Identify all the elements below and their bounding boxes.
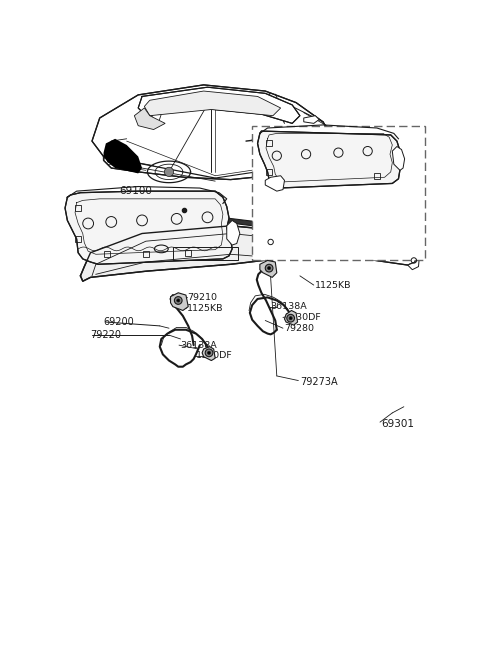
Polygon shape bbox=[267, 230, 415, 265]
Circle shape bbox=[287, 314, 295, 322]
Ellipse shape bbox=[351, 244, 369, 252]
Bar bbox=[266, 140, 272, 146]
Circle shape bbox=[164, 167, 174, 176]
Text: 1130DF: 1130DF bbox=[196, 352, 233, 360]
Bar bbox=[143, 251, 149, 257]
Bar bbox=[374, 173, 380, 179]
Bar bbox=[75, 205, 81, 211]
Text: 1130DF: 1130DF bbox=[285, 313, 321, 322]
Polygon shape bbox=[285, 310, 298, 325]
Text: 69100: 69100 bbox=[119, 186, 152, 196]
Bar bbox=[104, 251, 110, 257]
Text: 1125KB: 1125KB bbox=[187, 304, 223, 313]
Text: 69200: 69200 bbox=[104, 317, 134, 327]
Circle shape bbox=[177, 299, 180, 302]
Circle shape bbox=[207, 352, 211, 354]
Circle shape bbox=[267, 266, 271, 270]
Polygon shape bbox=[258, 131, 400, 188]
Bar bbox=[185, 250, 192, 256]
Polygon shape bbox=[92, 85, 335, 180]
Polygon shape bbox=[81, 226, 300, 281]
Polygon shape bbox=[304, 115, 319, 123]
Polygon shape bbox=[104, 139, 142, 173]
Text: 79220: 79220 bbox=[90, 330, 121, 340]
Polygon shape bbox=[134, 108, 165, 129]
Polygon shape bbox=[202, 346, 215, 361]
Bar bbox=[75, 236, 81, 242]
Text: 79210: 79210 bbox=[187, 293, 216, 302]
Circle shape bbox=[289, 317, 292, 319]
Circle shape bbox=[174, 297, 182, 304]
Text: 79273A: 79273A bbox=[300, 377, 337, 387]
Text: 36138A: 36138A bbox=[180, 340, 217, 350]
Polygon shape bbox=[227, 220, 240, 245]
Polygon shape bbox=[138, 87, 300, 123]
Polygon shape bbox=[260, 260, 277, 277]
Polygon shape bbox=[144, 91, 281, 115]
Polygon shape bbox=[65, 191, 232, 264]
Polygon shape bbox=[408, 253, 419, 270]
Polygon shape bbox=[392, 146, 405, 171]
Text: (5DOOR): (5DOOR) bbox=[275, 239, 322, 249]
Circle shape bbox=[205, 349, 213, 357]
Text: 1125KB: 1125KB bbox=[315, 281, 352, 289]
Circle shape bbox=[280, 159, 289, 168]
Ellipse shape bbox=[291, 238, 308, 246]
Polygon shape bbox=[265, 176, 285, 191]
Ellipse shape bbox=[321, 241, 337, 249]
Polygon shape bbox=[170, 293, 188, 310]
Polygon shape bbox=[192, 215, 348, 237]
FancyBboxPatch shape bbox=[252, 126, 425, 260]
Text: 69100: 69100 bbox=[338, 218, 371, 228]
Bar bbox=[266, 169, 272, 175]
Text: 36138A: 36138A bbox=[271, 302, 307, 311]
Circle shape bbox=[265, 264, 273, 272]
Text: 69301: 69301 bbox=[382, 419, 415, 428]
Polygon shape bbox=[258, 236, 274, 251]
Text: 79280: 79280 bbox=[285, 323, 314, 333]
